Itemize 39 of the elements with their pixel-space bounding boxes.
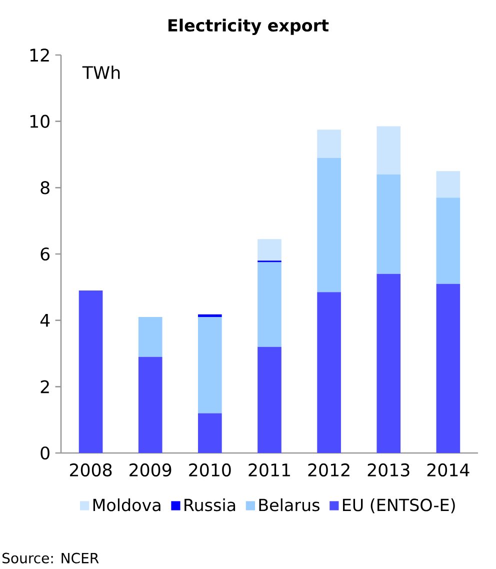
y-axis-title: TWh [82, 66, 120, 79]
bar [78, 290, 103, 453]
bar [138, 317, 162, 357]
bar [376, 126, 401, 174]
y-tick-label: 12 [30, 48, 49, 62]
bar [198, 317, 222, 414]
bar [138, 356, 162, 453]
bar [317, 130, 341, 158]
legend-label: Belarus [259, 498, 320, 512]
bar [317, 158, 341, 292]
bar [436, 284, 460, 453]
y-tick-label: 10 [30, 114, 50, 128]
x-tick-label: 2011 [248, 463, 290, 477]
chart-title: Electricity export [168, 18, 329, 35]
y-tick-label: 2 [40, 380, 49, 394]
bar [258, 262, 282, 347]
x-tick-label: 2008 [70, 463, 112, 477]
bar [376, 274, 401, 453]
y-tick-label: 4 [40, 314, 50, 327]
x-tick-label: 2014 [427, 463, 470, 477]
bar [376, 174, 401, 274]
legend-label: Moldova [93, 498, 160, 512]
x-tick-label: 2009 [130, 463, 172, 477]
x-tick-label: 2010 [189, 463, 231, 477]
source-note: Source: NCER [2, 552, 99, 564]
y-tick-label: 6 [40, 247, 50, 261]
y-tick-label: 0 [40, 446, 50, 460]
x-tick-label: 2012 [308, 463, 350, 477]
bar [436, 198, 460, 284]
legend-label: EU (ENTSO-E) [343, 498, 455, 514]
bar [198, 314, 222, 318]
y-tick-label: 8 [40, 181, 50, 194]
bar [317, 292, 341, 453]
bar [258, 346, 282, 453]
bar [258, 239, 282, 261]
x-tick-label: 2013 [368, 463, 410, 477]
bar [198, 413, 222, 453]
bar [436, 171, 460, 198]
legend-label: Russia [184, 498, 236, 512]
